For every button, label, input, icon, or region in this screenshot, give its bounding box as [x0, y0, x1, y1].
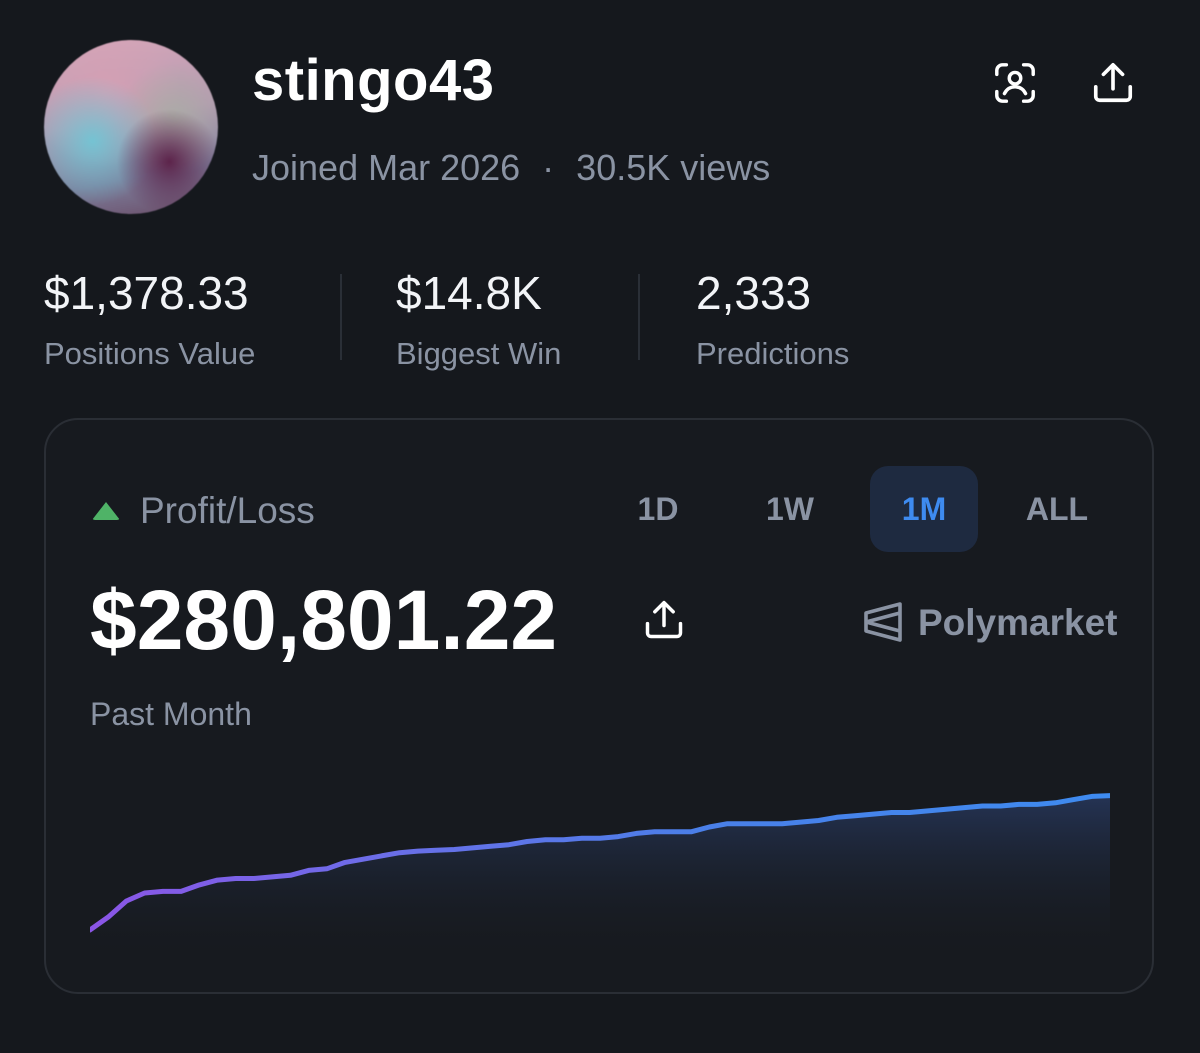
username: stingo43 [252, 48, 495, 113]
stat-value: $14.8K [396, 267, 542, 319]
period-label: Past Month [90, 696, 252, 732]
stat-divider [340, 274, 342, 360]
stat-value: 2,333 [696, 267, 812, 319]
stat-positions-value: $1,378.33 Positions Value [44, 270, 255, 369]
stat-value: $1,378.33 [44, 267, 249, 319]
view-count: 30.5K views [576, 147, 771, 188]
brand-name: Polymarket [918, 601, 1118, 643]
avatar[interactable] [44, 40, 218, 214]
tab-1w[interactable]: 1W [766, 490, 814, 527]
stat-predictions: 2,333 Predictions [696, 270, 849, 369]
profit-loss-amount: $280,801.22 [90, 573, 558, 667]
profit-loss-card: Profit/Loss 1D 1W 1M ALL $280,801.22 Pol… [44, 418, 1154, 994]
profit-loss-header: Profit/Loss [92, 492, 315, 529]
polymarket-logo-icon [864, 602, 902, 642]
share-icon [1093, 62, 1133, 103]
profit-loss-chart [90, 793, 1110, 960]
tab-1m[interactable]: 1M [870, 466, 978, 552]
tab-1d[interactable]: 1D [637, 490, 679, 527]
chart-area-fill [90, 795, 1110, 960]
stat-biggest-win: $14.8K Biggest Win [396, 270, 561, 369]
stat-label: Biggest Win [396, 336, 562, 371]
meta-separator: · [542, 147, 555, 188]
profit-loss-title: Profit/Loss [140, 490, 315, 531]
face-scan-button[interactable] [990, 58, 1040, 108]
chart-series-line [90, 793, 1110, 933]
stat-label: Predictions [696, 336, 850, 371]
tab-all[interactable]: ALL [1025, 490, 1089, 527]
polymarket-brand: Polymarket [862, 600, 1118, 644]
triangle-up-icon [92, 501, 120, 520]
joined-date: Joined Mar 2026 [252, 147, 521, 188]
stat-divider [638, 274, 640, 360]
profile-meta: Joined Mar 2026 · 30.5K views [252, 150, 770, 186]
face-scan-icon [995, 63, 1035, 103]
share-icon[interactable] [642, 598, 686, 642]
share-button[interactable] [1088, 58, 1138, 108]
stat-label: Positions Value [44, 336, 256, 371]
